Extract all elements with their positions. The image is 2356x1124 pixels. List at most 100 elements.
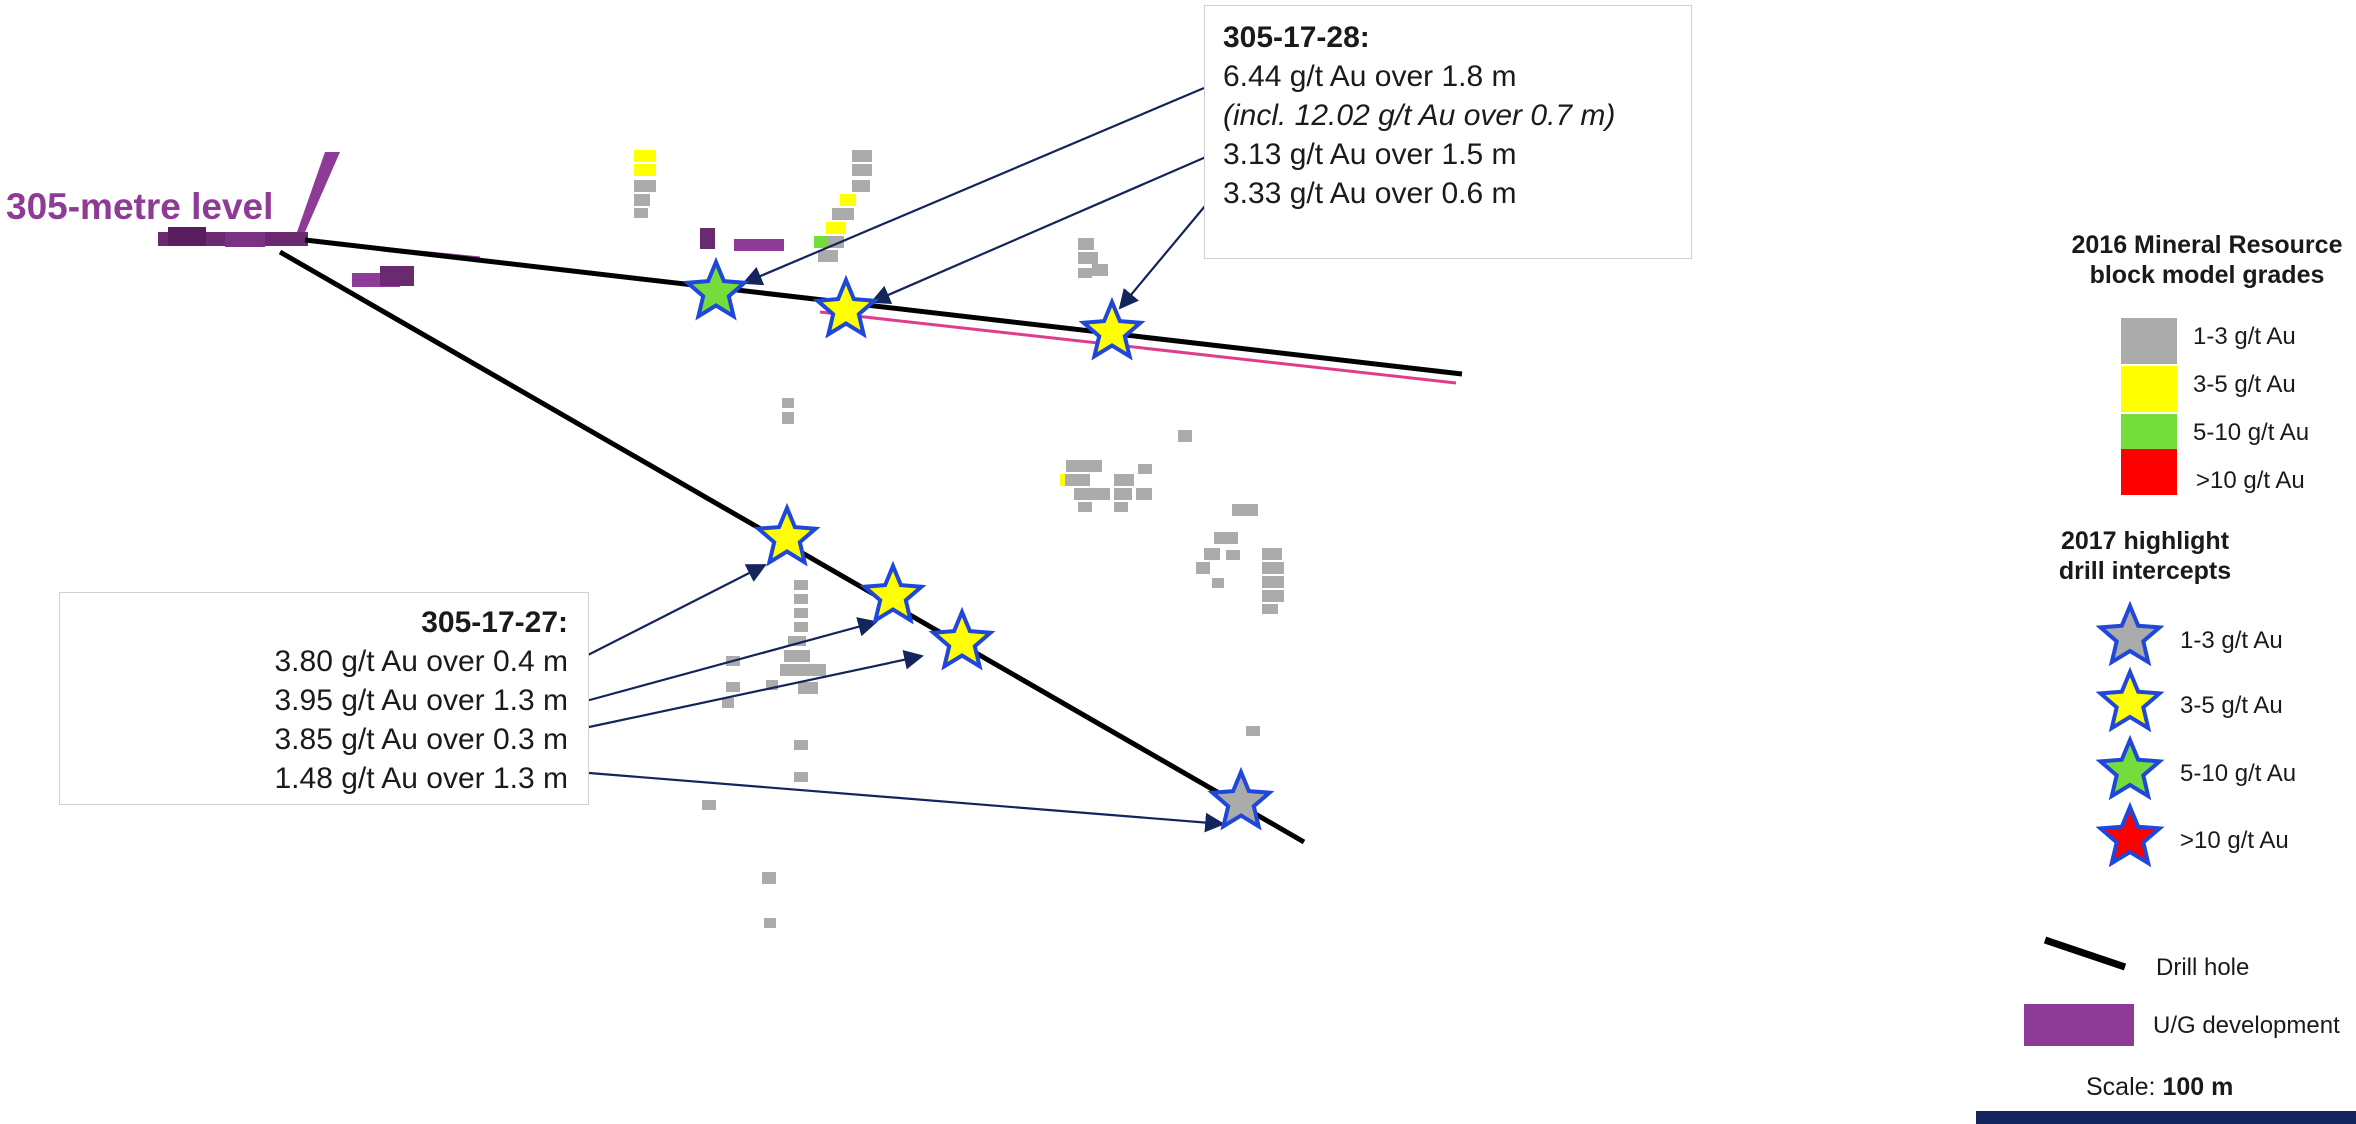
- legend-grade-swatch: [2121, 449, 2177, 495]
- grade-block: [1262, 576, 1284, 588]
- grade-block: [794, 740, 808, 750]
- legend-star-icon: [2095, 600, 2165, 667]
- legend-grade-label: 1-3 g/t Au: [2193, 323, 2296, 350]
- level-label: 305-metre level: [6, 186, 274, 227]
- grade-block: [1114, 502, 1128, 512]
- grade-block: [766, 680, 778, 690]
- grade-block: [634, 150, 656, 162]
- grade-block: [722, 698, 734, 708]
- grade-block: [782, 412, 794, 424]
- legend-drill-hole-line: [2043, 936, 2127, 971]
- grade-block: [634, 164, 656, 176]
- grade-block: [634, 208, 648, 218]
- legend-title-line: 2016 Mineral Resource: [2071, 231, 2343, 259]
- callout-leader-arrows: [574, 86, 1225, 833]
- grade-block: [1074, 488, 1110, 500]
- legend-ug-swatch: [2024, 1004, 2134, 1046]
- grade-block: [1078, 238, 1094, 250]
- grade-block: [840, 194, 856, 206]
- grade-block: [852, 180, 870, 192]
- grade-block: [702, 800, 716, 810]
- grade-block: [814, 236, 828, 248]
- grade-block: [818, 250, 838, 262]
- grade-block: [1114, 474, 1134, 486]
- intercept-line: 6.44 g/t Au over 1.8 m: [1223, 60, 1517, 93]
- legend-title-line: 2017 highlight: [2060, 527, 2230, 555]
- intercept-star-icon: [812, 274, 880, 339]
- intercept-star-icon: [859, 560, 927, 625]
- grade-block: [832, 208, 854, 220]
- grade-block: [782, 398, 794, 408]
- grade-block: [788, 636, 806, 646]
- grade-block: [794, 608, 808, 618]
- legend-star-icon: [2095, 801, 2165, 868]
- scale-bar: [1976, 1111, 2356, 1124]
- intercept-star-icon: [1207, 766, 1275, 831]
- legend-star-label: >10 g/t Au: [2180, 827, 2289, 854]
- grade-block: [1092, 264, 1108, 276]
- grade-block: [1060, 474, 1065, 486]
- intercept-star-icon: [928, 606, 996, 671]
- grade-block: [780, 664, 826, 676]
- grade-block: [1262, 604, 1278, 614]
- legend-grade-label: >10 g/t Au: [2196, 467, 2305, 494]
- intercept-line: 3.95 g/t Au over 1.3 m: [274, 684, 568, 717]
- grade-block: [762, 872, 776, 884]
- grade-block: [1078, 502, 1092, 512]
- grade-block: [826, 222, 846, 234]
- grade-block: [1138, 464, 1152, 474]
- legend-title-line: block model grades: [2089, 261, 2325, 289]
- grade-block: [794, 580, 808, 590]
- grade-block: [852, 150, 872, 162]
- legend-resource-title: 2016 Mineral Resource block model grades: [2052, 230, 2356, 290]
- grade-block: [726, 682, 740, 692]
- legend-star-icon: [2095, 666, 2165, 733]
- legend-drill-title: 2017 highlight drill intercepts: [2035, 526, 2255, 586]
- grade-block: [634, 194, 650, 206]
- callout-title: 305-17-27:: [421, 606, 568, 639]
- grade-block: [1196, 562, 1210, 574]
- grade-block: [1178, 430, 1192, 442]
- intercept-line: 3.85 g/t Au over 0.3 m: [274, 723, 568, 756]
- legend-star-label: 3-5 g/t Au: [2180, 692, 2283, 719]
- legend-title-line: drill intercepts: [2058, 557, 2232, 585]
- legend-grade-label: 3-5 g/t Au: [2193, 371, 2296, 398]
- intercept-line: (incl. 12.02 g/t Au over 0.7 m): [1223, 99, 1616, 132]
- grade-block: [1212, 578, 1224, 588]
- grade-block: [1226, 550, 1240, 560]
- grade-block: [1078, 252, 1098, 264]
- legend-ug-label: U/G development: [2153, 1012, 2340, 1039]
- callout-305-17-27: 305-17-27: 3.80 g/t Au over 0.4 m 3.95 g…: [59, 592, 589, 805]
- grade-block: [1262, 548, 1282, 560]
- legend-grade-label: 5-10 g/t Au: [2193, 419, 2310, 446]
- grade-block: [794, 594, 808, 604]
- block-model-grades: [634, 150, 1284, 928]
- intercept-line: 1.48 g/t Au over 1.3 m: [274, 762, 568, 795]
- drill-hole-305-17-28: [304, 237, 1463, 377]
- intercept-star-icon: [682, 256, 750, 321]
- legend-drill-hole-label: Drill hole: [2156, 954, 2250, 981]
- drill-intercept-stars: [682, 256, 1275, 831]
- legend-star-label: 1-3 g/t Au: [2180, 627, 2283, 654]
- grade-block: [1066, 460, 1102, 472]
- grade-block: [1262, 562, 1284, 574]
- grade-block: [1114, 488, 1132, 500]
- grade-block: [1214, 532, 1238, 544]
- legend-graphics: [2024, 600, 2165, 1046]
- scale-value: 100 m: [2162, 1073, 2234, 1101]
- grade-block: [1136, 488, 1152, 500]
- grade-block: [794, 772, 808, 782]
- legend-star-label: 5-10 g/t Au: [2180, 760, 2297, 787]
- intercept-line: 3.33 g/t Au over 0.6 m: [1223, 177, 1517, 210]
- callout-305-17-28: 305-17-28: 6.44 g/t Au over 1.8 m (incl.…: [1204, 5, 1692, 259]
- grade-block: [634, 180, 656, 192]
- scale-prefix: Scale:: [2086, 1073, 2163, 1101]
- grade-block: [1078, 268, 1092, 278]
- legend-star-icon: [2095, 734, 2165, 801]
- legend-grade-swatch: [2121, 318, 2177, 364]
- intercept-line: 3.13 g/t Au over 1.5 m: [1223, 138, 1517, 171]
- grade-block: [1232, 504, 1258, 516]
- grade-block: [784, 650, 810, 662]
- grade-block: [1262, 590, 1284, 602]
